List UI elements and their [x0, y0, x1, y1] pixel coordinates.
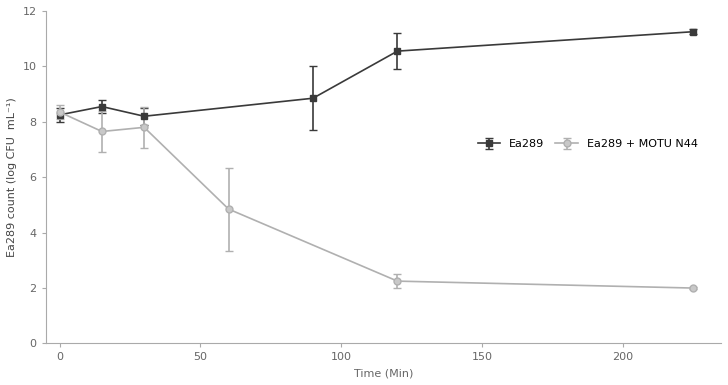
Y-axis label: Ea289 count (log CFU  mL⁻¹): Ea289 count (log CFU mL⁻¹)	[7, 97, 17, 257]
X-axis label: Time (Min): Time (Min)	[354, 368, 413, 378]
Legend: Ea289, Ea289 + MOTU N44: Ea289, Ea289 + MOTU N44	[473, 134, 702, 153]
